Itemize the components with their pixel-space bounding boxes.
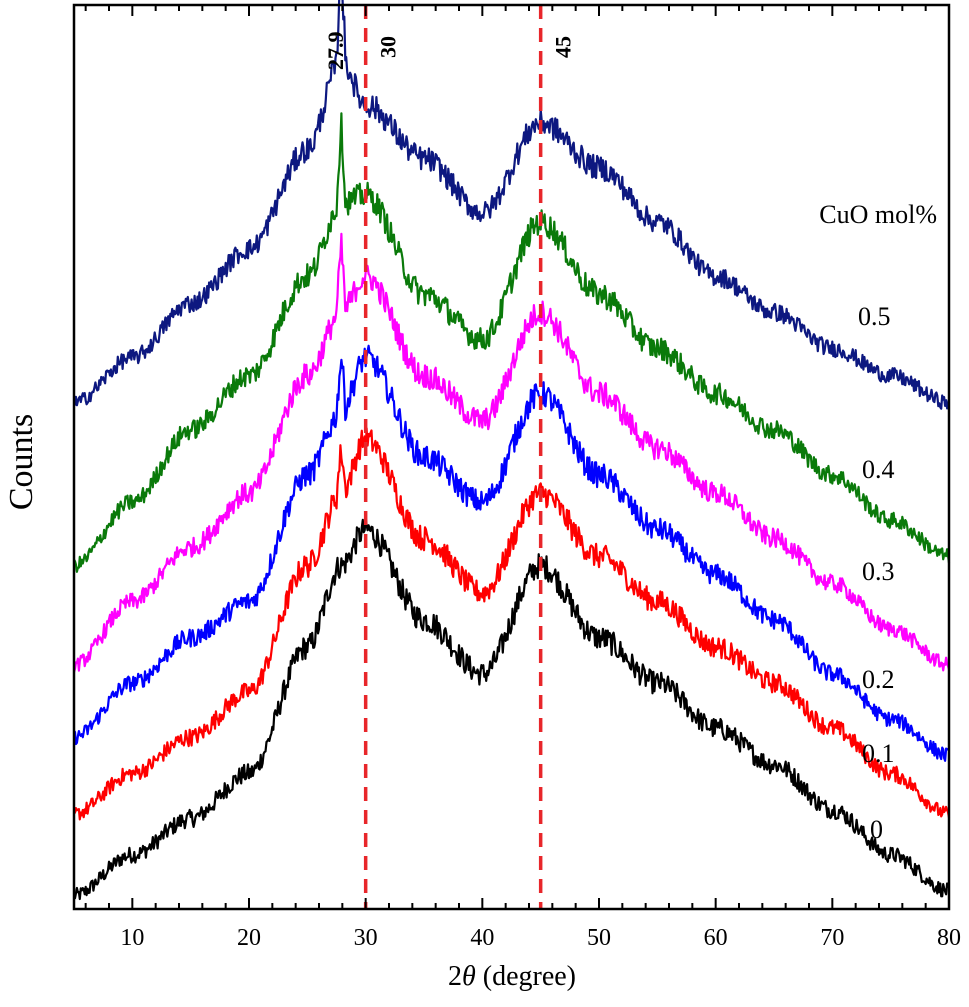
series-line-0-5 (73, 0, 951, 410)
x-axis-label: 2θ (degree) (448, 961, 576, 992)
plot-frame (72, 3, 951, 911)
series-label-0-2: 0.2 (862, 665, 895, 694)
reference-label-30: 30 (376, 36, 401, 58)
series-group (72, 0, 951, 901)
series-line-0-4 (73, 112, 951, 573)
peak-annotation: 27.9 (323, 32, 348, 71)
labels: 30 45 27.9 2θ (degree) Counts CuO mol% 0 0.1 0.2… (3, 32, 937, 993)
x-tick-label-80: 80 (937, 925, 961, 951)
series-label-0-1: 0.1 (862, 739, 895, 768)
series-label-0: 0 (870, 815, 883, 844)
series-label-0-3: 0.3 (862, 557, 895, 586)
reference-lines (363, 5, 543, 909)
x-tick-label-10: 10 (120, 925, 144, 951)
x-tick-label-50: 50 (587, 925, 611, 951)
series-line-0 (72, 516, 951, 901)
series-label-0-5: 0.5 (858, 302, 891, 331)
series-line-0-3 (72, 232, 951, 673)
axes: 10 20 30 40 50 60 70 80 (72, 3, 961, 951)
series-line-0-2 (73, 344, 950, 762)
legend-title: CuO mol% (819, 200, 937, 229)
reference-label-45: 45 (551, 36, 576, 58)
x-tick-label-20: 20 (237, 925, 261, 951)
series-label-0-4: 0.4 (862, 455, 895, 484)
y-axis-label: Counts (3, 414, 40, 510)
x-tick-label-60: 60 (704, 925, 728, 951)
x-tick-label-30: 30 (354, 925, 378, 951)
x-tick-label-40: 40 (470, 925, 494, 951)
x-tick-label-70: 70 (820, 925, 844, 951)
series-line-0-1 (72, 427, 951, 821)
